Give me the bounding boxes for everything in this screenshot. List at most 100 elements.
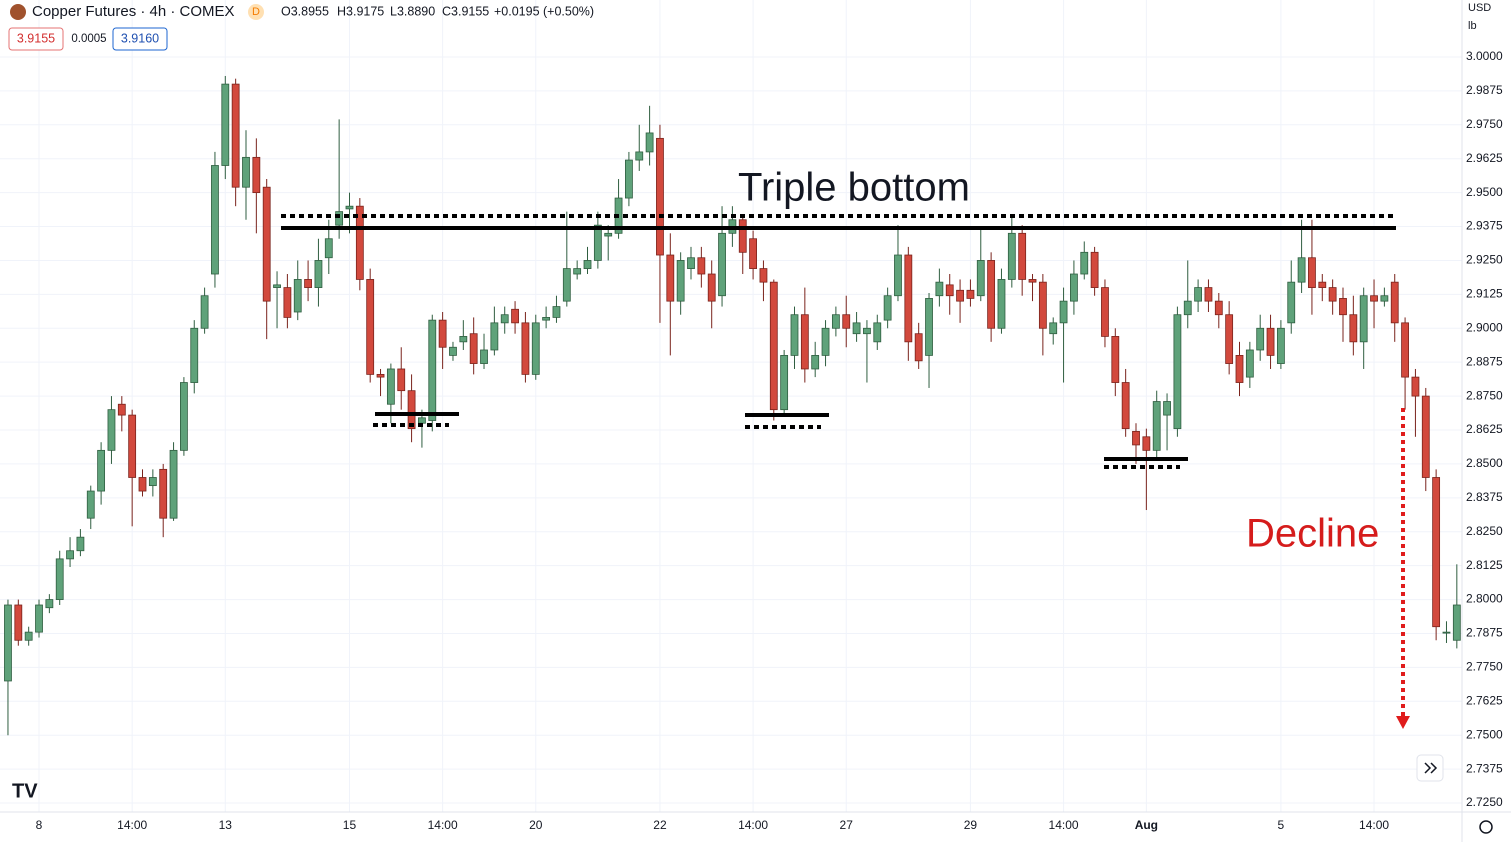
candle-body (1266, 327, 1275, 356)
candle-body (573, 268, 582, 275)
candle-body (956, 289, 964, 302)
y-tick-label: 2.7625 (1466, 693, 1503, 707)
candle-body (1018, 232, 1027, 280)
candle-body (200, 295, 209, 329)
candle-body (1432, 477, 1441, 628)
candle-body (935, 281, 944, 297)
x-tick-label: Aug (1135, 818, 1158, 832)
ohlc-close: C3.9155 (442, 4, 489, 18)
candle-body (86, 490, 95, 519)
candle-body (76, 536, 85, 552)
candle-body (117, 403, 126, 416)
x-tick-label: 5 (1278, 818, 1285, 832)
candle-body (873, 322, 882, 343)
candle-body (1121, 382, 1130, 430)
candle-body (138, 477, 147, 492)
candle-body (1401, 322, 1409, 378)
candle-body (1411, 376, 1420, 397)
y-tick-label: 2.7750 (1466, 660, 1503, 674)
ohlc-open: O3.8955 (281, 4, 329, 18)
candle-body (738, 219, 747, 253)
candle-body (211, 165, 219, 275)
ask-box[interactable] (112, 27, 168, 51)
y-tick-label: 2.8875 (1466, 354, 1503, 368)
bid-box[interactable] (8, 27, 64, 51)
y-tick-label: 2.9250 (1466, 253, 1503, 267)
candle-body (418, 417, 426, 424)
candle-body (945, 284, 954, 297)
candle-body (283, 287, 292, 318)
candle-body (1390, 281, 1399, 324)
candle-body (656, 137, 664, 256)
candle-body (386, 368, 395, 405)
symbol[interactable]: Copper Futures · 4h · COMEX (32, 3, 235, 20)
y-tick-label: 2.7500 (1466, 727, 1503, 741)
candle-body (697, 257, 706, 275)
candle-body (169, 449, 178, 519)
y-tick-label: 2.9125 (1466, 287, 1503, 301)
candle-body (107, 409, 116, 451)
y-tick-label: 2.8750 (1466, 388, 1503, 402)
candle-body (438, 319, 447, 348)
candle-body (1256, 327, 1265, 351)
candle-body (304, 279, 312, 288)
candle-body (324, 238, 333, 259)
candle-body (1380, 295, 1389, 302)
candle-body (883, 295, 892, 321)
bid: 3.9155 (17, 31, 55, 45)
y-tick-label: 2.9375 (1466, 219, 1503, 233)
y-tick-label: 2.7250 (1466, 795, 1503, 809)
candle-body (666, 254, 675, 302)
candle-body (718, 232, 726, 297)
candle-body (4, 604, 12, 682)
candle-body (1339, 298, 1347, 316)
candle-body (1163, 401, 1171, 416)
x-tick-label: 14:00 (1359, 818, 1389, 832)
y-tick-label: 3.0000 (1466, 49, 1503, 63)
unit[interactable]: lb (1468, 20, 1477, 32)
candle-body (552, 306, 561, 318)
candle-body (66, 550, 74, 560)
x-tick-label: 8 (36, 818, 43, 832)
candle-body (449, 346, 457, 356)
candle-body (252, 156, 261, 194)
candle-body (490, 322, 499, 351)
candle-body (1421, 395, 1430, 478)
candle-body (159, 468, 168, 519)
x-tick-label: 27 (840, 818, 854, 832)
candle-body (521, 322, 530, 375)
candle-body (345, 205, 354, 210)
candle-body (542, 317, 551, 321)
candle-body (635, 151, 644, 161)
candle-body (1152, 401, 1161, 451)
y-tick-label: 2.8625 (1466, 422, 1503, 436)
candle-body (459, 336, 468, 343)
candle-body (790, 314, 799, 356)
x-tick-label: 13 (219, 818, 233, 832)
x-tick-label: 14:00 (738, 818, 768, 832)
candle-body (148, 477, 157, 487)
candle-body (35, 604, 43, 633)
candle-body (894, 254, 902, 297)
candle-body (335, 211, 344, 226)
candle-body (1059, 300, 1068, 324)
candle-body (355, 205, 364, 280)
candle-body (987, 260, 996, 329)
candle-body (1007, 232, 1016, 280)
currency[interactable]: USD (1468, 2, 1491, 14)
y-tick-label: 2.8125 (1466, 558, 1503, 572)
candle-body (831, 314, 840, 329)
candle-body (1318, 281, 1327, 288)
candle-body (593, 224, 602, 261)
candles (4, 75, 1461, 736)
decline-arrowhead (1396, 716, 1410, 729)
candle-body (231, 83, 240, 188)
ohlc-low: L3.8890 (390, 4, 435, 18)
candle-body (562, 268, 571, 302)
candle-body (1308, 257, 1316, 288)
candle-body (428, 319, 437, 421)
settings-icon[interactable] (1479, 820, 1493, 834)
candle-body (976, 260, 985, 297)
candle-body (14, 604, 23, 641)
y-tick-label: 2.9625 (1466, 151, 1503, 165)
